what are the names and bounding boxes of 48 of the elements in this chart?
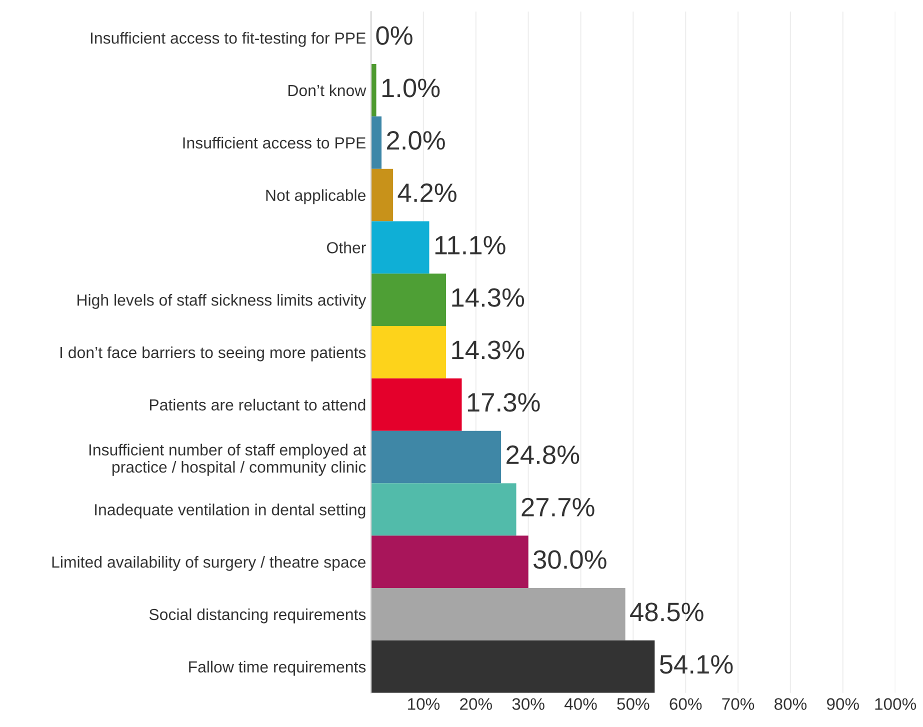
bar xyxy=(371,588,626,640)
y-tick-label: Inadequate ventilation in dental setting xyxy=(95,504,366,519)
data-label: 4.2% xyxy=(398,183,456,202)
data-label: 24.8% xyxy=(506,445,580,464)
data-label: 0% xyxy=(376,26,412,45)
bar xyxy=(371,221,430,274)
data-label: 17.3% xyxy=(468,393,540,412)
y-tick-label: Don’t know xyxy=(288,84,366,96)
y-tick-label: Other xyxy=(327,242,366,254)
bar xyxy=(371,274,446,326)
bar xyxy=(371,116,382,169)
x-tick-label: 50% xyxy=(617,698,650,710)
x-tick-label: 30% xyxy=(512,698,544,710)
y-tick-label: Not applicable xyxy=(266,189,366,204)
y-tick-label: Patients are reluctant to attend xyxy=(150,398,366,411)
x-tick-label: 40% xyxy=(564,698,597,710)
bar xyxy=(371,378,462,431)
y-tick-label: Insufficient access to PPE xyxy=(183,136,366,149)
x-tick-label: 80% xyxy=(774,698,807,710)
x-tick-label: 70% xyxy=(722,698,754,710)
bar xyxy=(371,640,655,693)
bar xyxy=(371,326,446,378)
x-tick-label: 20% xyxy=(460,698,492,710)
data-label: 30.0% xyxy=(534,550,606,569)
data-label: 27.7% xyxy=(522,498,594,516)
bar xyxy=(371,483,516,536)
y-tick-label: Fallow time requirements xyxy=(189,660,366,676)
data-label: 2.0% xyxy=(387,131,445,150)
bar xyxy=(371,536,528,588)
y-tick-label: High levels of staff sickness limits activity xyxy=(78,294,366,309)
y-tick-label: Insufficient number of staff employed at practice / hospital / community clinic xyxy=(89,444,366,476)
bar xyxy=(371,64,376,116)
bar xyxy=(371,168,394,222)
data-label: 1.0% xyxy=(382,78,440,98)
data-label: 54.1% xyxy=(660,655,733,674)
y-tick-label: Insufficient access to fit-testing for PPE xyxy=(90,32,366,47)
data-label: 48.5% xyxy=(630,602,704,622)
data-label: 14.3% xyxy=(452,288,524,307)
x-tick-label: 60% xyxy=(670,698,702,710)
bar xyxy=(371,430,502,484)
x-tick-label: 100% xyxy=(875,698,916,710)
y-tick-label: I don’t face barriers to seeing more patients xyxy=(60,346,366,362)
data-label: 11.1% xyxy=(435,236,506,254)
data-label: 14.3% xyxy=(452,340,524,360)
y-tick-label: Social distancing requirements xyxy=(149,608,366,624)
y-tick-label: Limited availability of surgery / theatre space xyxy=(52,556,366,571)
x-tick-label: 90% xyxy=(826,698,859,710)
x-tick-label: 10% xyxy=(408,698,440,710)
